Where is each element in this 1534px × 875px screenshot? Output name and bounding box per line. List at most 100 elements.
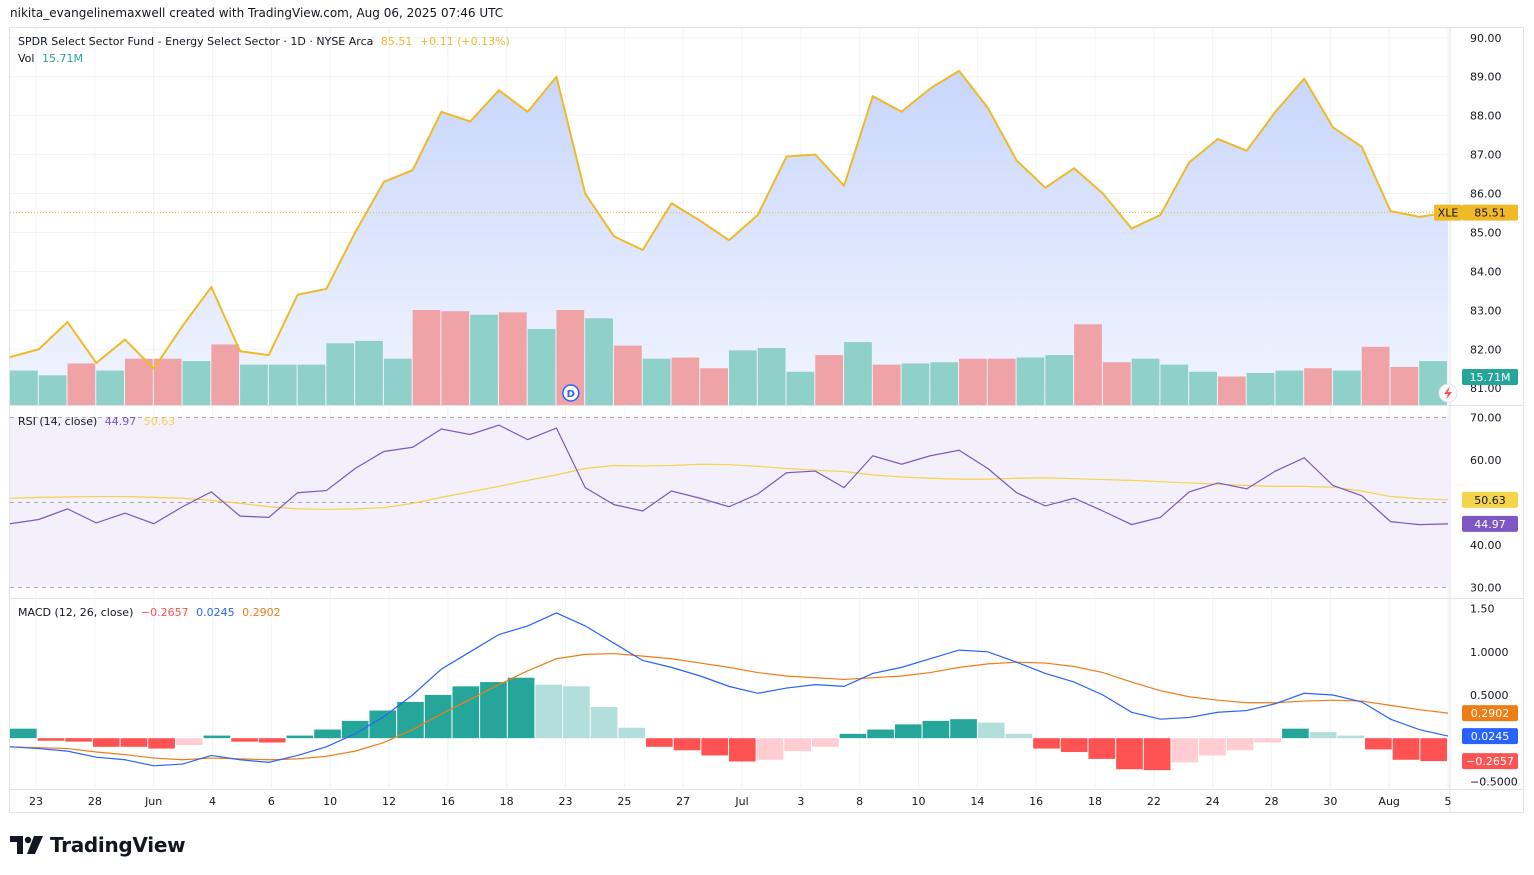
macd-histogram-bar	[1033, 738, 1060, 749]
macd-histogram-bar	[1254, 738, 1282, 743]
rsi-tick-label: 70.00	[1470, 412, 1502, 425]
macd-line	[9, 612, 1449, 767]
macd-histogram-bar	[92, 738, 120, 747]
macd-histogram-bar	[729, 738, 756, 762]
rsi-tick-label: 40.00	[1470, 539, 1502, 552]
macd-histogram-bar	[10, 728, 37, 739]
volume-bar	[412, 310, 441, 405]
macd-histogram-bar	[839, 733, 867, 739]
price-tick-label: 84.00	[1470, 265, 1502, 278]
volume-bar	[441, 311, 470, 405]
time-tick-label: 16	[441, 795, 455, 808]
last-price-tag-bg	[1462, 204, 1518, 221]
macd-histogram-bar	[231, 738, 258, 742]
volume-bars: D	[10, 310, 1447, 405]
volume-bar	[211, 344, 240, 405]
price-tick-label: 88.00	[1470, 110, 1502, 123]
volume-bar	[757, 348, 786, 405]
volume-bar	[240, 364, 268, 405]
volume-bar	[498, 312, 527, 405]
macd-histogram-bar	[673, 738, 701, 751]
volume-bar	[959, 358, 987, 405]
macd-histogram-bar	[618, 727, 646, 739]
volume-bar	[1361, 346, 1390, 405]
macd-histogram-bar	[1143, 738, 1171, 771]
volume-bar	[470, 314, 498, 405]
volume-bar	[383, 358, 412, 405]
legend-symbol-title[interactable]: SPDR Select Sector Fund - Energy Select …	[18, 35, 374, 48]
time-tick-label: 18	[500, 795, 514, 808]
volume-bar	[153, 358, 182, 405]
macd-legend: MACD (12, 26, close) −0.2657 0.0245 0.29…	[18, 606, 285, 619]
macd-histogram-bar	[258, 738, 286, 743]
volume-bar	[613, 345, 642, 405]
time-tick-label: 3	[797, 795, 804, 808]
macd-signal-line	[9, 652, 1449, 761]
volume-bar	[1074, 324, 1102, 405]
last-price-tag: 85.51	[1474, 207, 1506, 220]
time-tick-label: 24	[1206, 795, 1220, 808]
volume-bar	[297, 364, 326, 405]
tradingview-logo[interactable]: TradingView	[10, 833, 186, 857]
price-series-line	[9, 69, 1449, 370]
volume-bar	[987, 358, 1016, 405]
macd-signal-tag: 0.2902	[1471, 707, 1510, 720]
price-tick-label: 89.00	[1470, 71, 1502, 84]
volume-bar	[1332, 370, 1361, 405]
macd-histogram-bar	[1365, 738, 1392, 750]
macd-histogram-bar	[977, 722, 1005, 739]
macd-histogram-bar	[507, 677, 535, 739]
macd-histogram-bar	[646, 738, 673, 747]
time-tick-label: 14	[970, 795, 984, 808]
volume-bar	[182, 361, 211, 405]
axes: 90.00 89.00 88.00 87.00 86.00 85.00 84.00 83.00…	[29, 32, 1518, 808]
price-line	[9, 69, 1450, 370]
price-tick-label: 85.00	[1470, 226, 1502, 239]
macd-histogram-bar	[1226, 738, 1254, 751]
time-tick-label: 28	[88, 795, 102, 808]
volume-bar	[527, 329, 556, 405]
volume-bar	[1189, 371, 1217, 405]
macd-histogram-bar	[563, 686, 590, 739]
volume-bar	[1016, 357, 1045, 405]
volume-bar	[901, 363, 930, 405]
volume-tag-bg	[1462, 369, 1518, 385]
rsi-legend-label[interactable]: RSI (14, close)	[18, 415, 98, 428]
macd-histogram-bar	[590, 707, 618, 739]
volume-bar	[1131, 358, 1160, 405]
macd-histogram-bar	[811, 738, 839, 747]
macd-histogram-bar	[1392, 738, 1420, 760]
macd-histogram-bar	[784, 738, 811, 752]
macd-histogram-bar	[950, 719, 977, 739]
volume-legend-label[interactable]: Vol	[18, 52, 35, 65]
macd-histogram-bar	[922, 720, 950, 739]
volume-bar	[671, 357, 700, 405]
volume-bar	[585, 318, 613, 405]
time-tick-label: Aug	[1378, 795, 1399, 808]
macd-tag-bg	[1462, 728, 1518, 745]
macd-legend-label[interactable]: MACD (12, 26, close)	[18, 606, 134, 619]
volume-bar	[1246, 372, 1275, 405]
macd-histogram-bar	[314, 729, 341, 739]
macd-histogram-bar	[452, 686, 480, 739]
time-tick-label: 23	[559, 795, 573, 808]
macd-histogram-bar	[1060, 738, 1088, 752]
time-tick-label: 22	[1147, 795, 1161, 808]
price-tick-label: 82.00	[1470, 343, 1502, 356]
time-tick-label: 25	[617, 795, 631, 808]
macd-hist-tag: −0.2657	[1466, 755, 1514, 768]
legend-change: +0.11 (+0.13%)	[419, 35, 510, 48]
price-tick-label: 83.00	[1470, 304, 1502, 317]
macd-histogram-bar	[535, 684, 563, 739]
price-tick-label: 90.00	[1470, 32, 1502, 45]
volume-bar	[1102, 362, 1131, 405]
volume-bar	[1217, 376, 1246, 405]
series-tag: XLE	[1438, 207, 1459, 220]
macd-histogram-bar	[867, 729, 894, 739]
volume-bar	[67, 363, 96, 405]
macd-legend-hist: −0.2657	[140, 606, 189, 619]
main-legend: SPDR Select Sector Fund - Energy Select …	[18, 35, 514, 48]
macd-histogram-bar	[286, 735, 314, 739]
macd-tick-label: 1.0000	[1470, 646, 1509, 659]
